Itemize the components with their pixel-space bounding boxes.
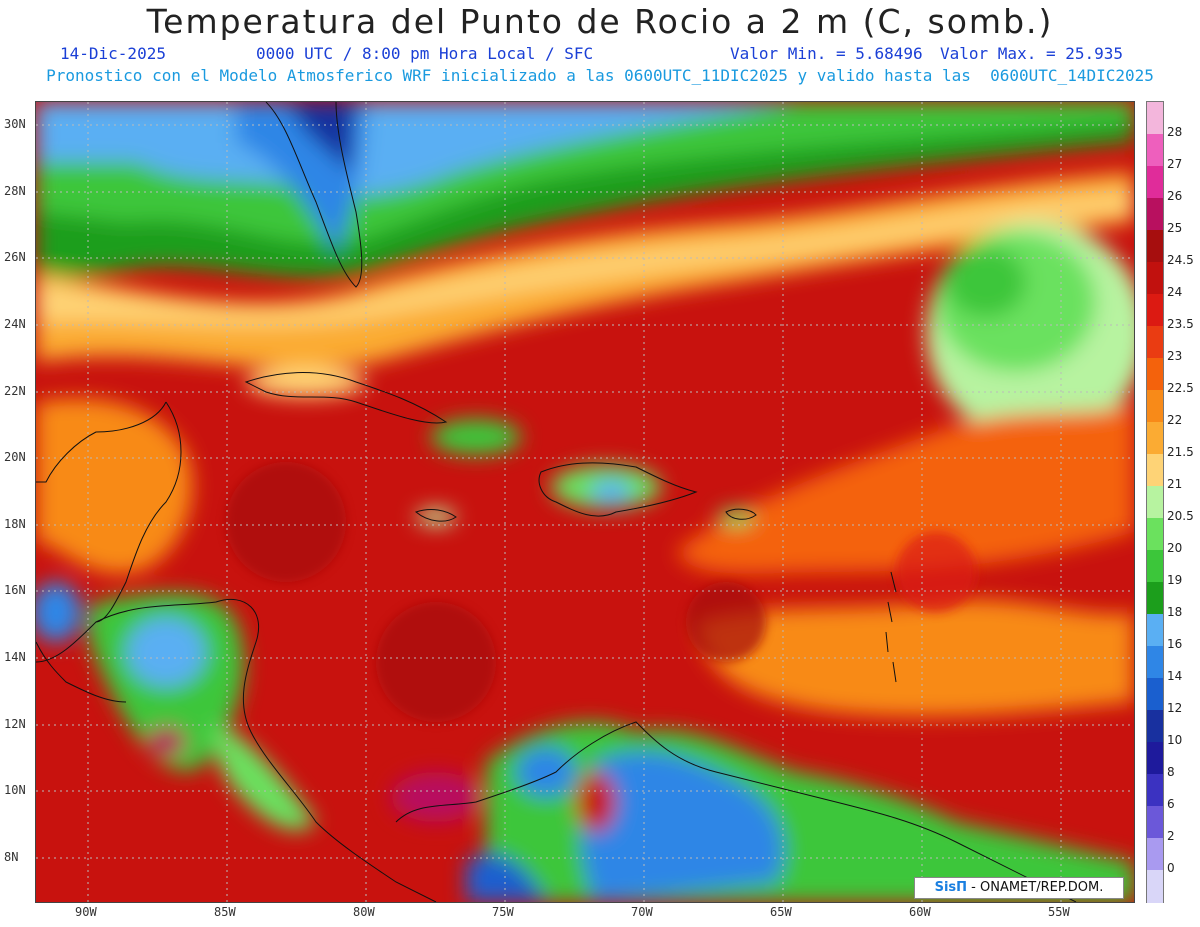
colorbar-label: 22 — [1167, 413, 1183, 427]
colorbar-label: 27 — [1167, 157, 1183, 171]
colorbar-label: 14 — [1167, 669, 1183, 683]
colorbar-label: 25 — [1167, 221, 1183, 235]
lon-label: 55W — [1048, 905, 1070, 919]
colorbar-label: 10 — [1167, 733, 1183, 747]
colorbar-swatch — [1147, 102, 1163, 135]
colorbar-swatch — [1147, 198, 1163, 231]
colorbar-swatch — [1147, 486, 1163, 519]
colorbar-swatch — [1147, 806, 1163, 839]
colorbar-label: 20 — [1167, 541, 1183, 555]
credit-text: - ONAMET/REP.DOM. — [971, 880, 1104, 895]
colorbar-swatch — [1147, 230, 1163, 263]
colorbar-label: 22.5 — [1167, 381, 1194, 395]
lat-label: 16N — [4, 583, 26, 597]
colorbar-label: 28 — [1167, 125, 1183, 139]
colorbar-swatch — [1147, 710, 1163, 743]
colorbar-swatch — [1147, 614, 1163, 647]
lat-label: 14N — [4, 650, 26, 664]
colorbar-label: 21.5 — [1167, 445, 1194, 459]
lon-label: 60W — [909, 905, 931, 919]
colorbar-swatch — [1147, 390, 1163, 423]
colorbar-label: 0 — [1167, 861, 1175, 875]
lon-label: 70W — [631, 905, 653, 919]
sispi-logo: SisΠ — [934, 880, 968, 895]
lat-label: 26N — [4, 250, 26, 264]
max-value: Valor Max. = 25.935 — [940, 44, 1124, 63]
colorbar-swatch — [1147, 454, 1163, 487]
colorbar-label: 24 — [1167, 285, 1183, 299]
colorbar-label: 18 — [1167, 605, 1183, 619]
dewpoint-map — [35, 101, 1135, 903]
min-value: Valor Min. = 5.68496 — [730, 44, 923, 63]
colorbar-label: 12 — [1167, 701, 1183, 715]
colorbar-swatch — [1147, 838, 1163, 871]
colorbar-swatch — [1147, 646, 1163, 679]
lon-label: 75W — [492, 905, 514, 919]
forecast-time: 0000 UTC / 8:00 pm Hora Local / SFC — [256, 44, 594, 63]
lat-label: 12N — [4, 717, 26, 731]
colorbar-swatch — [1147, 742, 1163, 775]
model-info: Pronostico con el Modelo Atmosferico WRF… — [46, 66, 1154, 85]
colorbar-label: 21 — [1167, 477, 1183, 491]
colorbar-label: 26 — [1167, 189, 1183, 203]
colorbar-swatch — [1147, 582, 1163, 615]
lon-label: 65W — [770, 905, 792, 919]
map-grid — [36, 102, 1134, 902]
colorbar-swatch — [1147, 870, 1163, 903]
credit-box: SisΠ - ONAMET/REP.DOM. — [914, 877, 1124, 899]
lat-label: 20N — [4, 450, 26, 464]
colorbar-swatch — [1147, 134, 1163, 167]
colorbar-swatch — [1147, 262, 1163, 295]
colorbar-label: 24.5 — [1167, 253, 1194, 267]
lat-label: 8N — [4, 850, 19, 864]
colorbar-swatch — [1147, 422, 1163, 455]
colorbar-label: 2 — [1167, 829, 1175, 843]
colorbar-label: 20.5 — [1167, 509, 1194, 523]
colorbar-swatch — [1147, 550, 1163, 583]
lat-label: 28N — [4, 184, 26, 198]
colorbar-swatch — [1147, 678, 1163, 711]
colorbar-swatch — [1147, 326, 1163, 359]
colorbar-label: 16 — [1167, 637, 1183, 651]
lon-label: 90W — [75, 905, 97, 919]
coastlines — [36, 102, 1077, 902]
forecast-date: 14-Dic-2025 — [60, 44, 166, 63]
lat-label: 22N — [4, 384, 26, 398]
lat-label: 18N — [4, 517, 26, 531]
colorbar-label: 23 — [1167, 349, 1183, 363]
lat-label: 10N — [4, 783, 26, 797]
colorbar-swatch — [1147, 166, 1163, 199]
lon-label: 85W — [214, 905, 236, 919]
colorbar-swatch — [1147, 358, 1163, 391]
colorbar-label: 23.5 — [1167, 317, 1194, 331]
colorbar-swatch — [1147, 774, 1163, 807]
subtitle-row: 14-Dic-2025 0000 UTC / 8:00 pm Hora Loca… — [0, 44, 1200, 66]
colorbar-swatch — [1147, 294, 1163, 327]
map-title: Temperatura del Punto de Rocio a 2 m (C,… — [146, 2, 1054, 41]
colorbar-label: 6 — [1167, 797, 1175, 811]
lon-label: 80W — [353, 905, 375, 919]
colorbar-label: 8 — [1167, 765, 1175, 779]
colorbar — [1146, 101, 1164, 903]
lat-label: 24N — [4, 317, 26, 331]
lat-label: 30N — [4, 117, 26, 131]
dewpoint-field — [36, 102, 1134, 902]
colorbar-label: 19 — [1167, 573, 1183, 587]
colorbar-swatch — [1147, 518, 1163, 551]
